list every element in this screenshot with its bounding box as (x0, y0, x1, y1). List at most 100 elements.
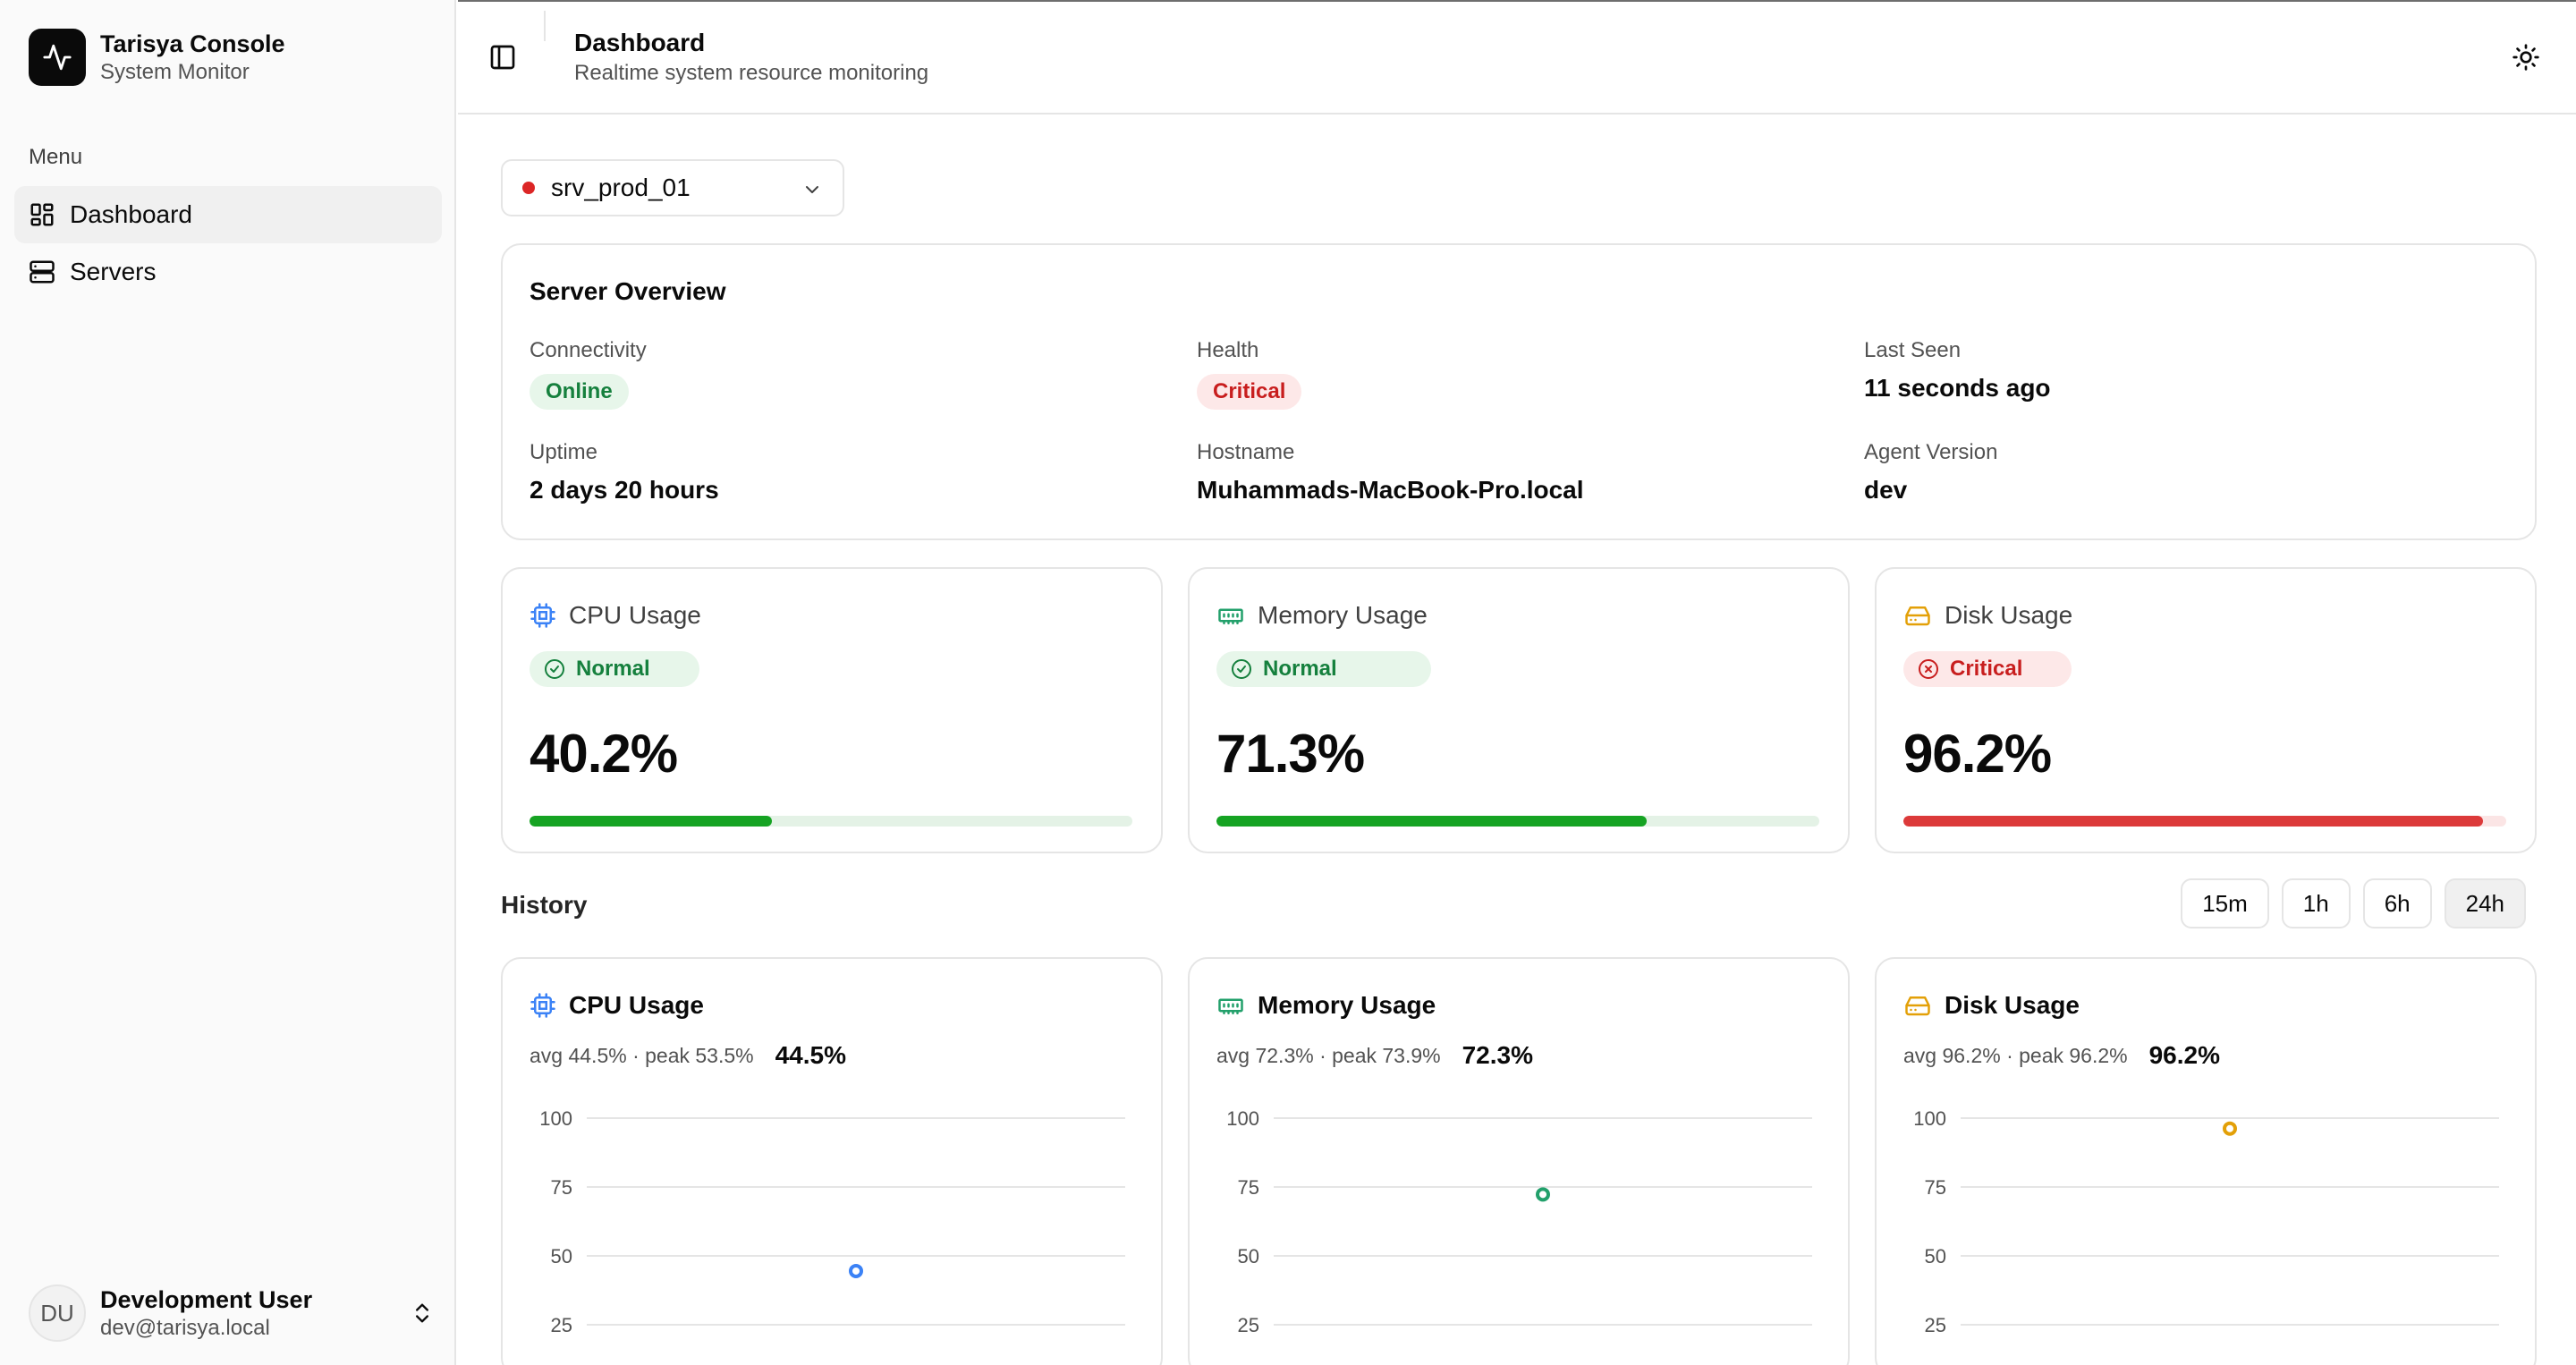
range-button-6h[interactable]: 6h (2362, 878, 2432, 928)
disk-status-badge: Critical (1903, 651, 2072, 687)
menu-label: Menu (29, 145, 83, 169)
activity-icon (29, 29, 86, 86)
y-tick-label: 50 (1925, 1245, 1946, 1268)
uptime-value: 2 days 20 hours (530, 476, 719, 504)
y-tick-label: 75 (1238, 1176, 1259, 1199)
range-button-24h[interactable]: 24h (2444, 878, 2526, 928)
memory-icon (1218, 608, 1243, 624)
uptime-label: Uptime (530, 440, 598, 464)
memory-history-chart: 100 75 50 25 (1226, 1107, 1812, 1336)
page-title: Dashboard (574, 29, 706, 56)
check-circle-icon (1232, 659, 1251, 679)
sun-icon[interactable] (2512, 43, 2540, 72)
memory-history-card: Memory Usage avg 72.3% · peak 73.9% 72.3… (1188, 957, 1850, 1365)
memory-history-current: 72.3% (1462, 1041, 1534, 1069)
server-select[interactable]: srv_prod_01 (501, 159, 844, 216)
last-seen-label: Last Seen (1864, 338, 1962, 362)
brand-subtitle: System Monitor (100, 60, 250, 84)
memory-status-text: Normal (1263, 657, 1337, 681)
y-tick-label: 25 (1238, 1314, 1259, 1336)
y-tick-label: 75 (1925, 1176, 1946, 1199)
memory-usage-value: 71.3% (1216, 724, 1365, 784)
agent-version-label: Agent Version (1864, 440, 1998, 464)
memory-progress-bar (1216, 816, 1819, 827)
memory-status-badge: Normal (1216, 651, 1431, 687)
disk-usage-card: Disk Usage Critical 96.2% (1875, 567, 2537, 853)
memory-usage-card: Memory Usage Normal 71.3% (1188, 567, 1850, 853)
hard-drive-icon (1905, 996, 1930, 1016)
user-name: Development User (100, 1286, 313, 1313)
sidebar-item-servers[interactable]: Servers (14, 243, 442, 301)
server-status-dot (522, 182, 535, 194)
cpu-progress-fill (530, 816, 772, 827)
connectivity-field: Connectivity Online (530, 338, 1156, 410)
connectivity-label: Connectivity (530, 338, 647, 362)
sidebar-toggle-icon[interactable] (488, 43, 517, 72)
cpu-history-current: 44.5% (775, 1041, 847, 1069)
health-label: Health (1197, 338, 1259, 362)
disk-history-stats: avg 96.2% · peak 96.2% (1903, 1043, 2128, 1067)
x-circle-icon (1919, 659, 1938, 679)
memory-history-label: Memory Usage (1258, 991, 1436, 1019)
cpu-usage-label: CPU Usage (569, 601, 701, 629)
data-point[interactable] (2223, 1121, 2237, 1136)
server-overview-card: Server Overview Connectivity Online Heal… (501, 243, 2537, 540)
user-menu[interactable]: DU Development User dev@tarisya.local (29, 1281, 435, 1345)
y-tick-label: 50 (551, 1245, 572, 1268)
top-header: Dashboard Realtime system resource monit… (458, 0, 2576, 114)
agent-version-value: dev (1864, 476, 1908, 504)
health-field: Health Critical (1197, 338, 1823, 410)
y-tick-label: 25 (551, 1314, 572, 1336)
agent-version-field: Agent Version dev (1864, 440, 2490, 504)
cpu-history-chart: 100 75 50 25 (539, 1107, 1125, 1336)
range-button-15m[interactable]: 15m (2181, 878, 2269, 928)
y-tick-label: 100 (1226, 1107, 1259, 1130)
disk-history-label: Disk Usage (1945, 991, 2080, 1019)
dashboard-icon (30, 203, 54, 226)
header-divider (544, 11, 546, 41)
cpu-icon (530, 993, 555, 1018)
last-seen-value: 11 seconds ago (1864, 374, 2051, 402)
data-point[interactable] (1536, 1187, 1550, 1202)
disk-history-current: 96.2% (2148, 1041, 2221, 1069)
hostname-value: Muhammads-MacBook-Pro.local (1197, 476, 1584, 504)
cpu-history-card: CPU Usage avg 44.5% · peak 53.5% 44.5% 1… (501, 957, 1163, 1365)
cpu-usage-value: 40.2% (530, 724, 678, 784)
uptime-field: Uptime 2 days 20 hours (530, 440, 1156, 504)
disk-progress-bar (1903, 816, 2506, 827)
hard-drive-icon (1905, 606, 1930, 626)
memory-icon (1218, 998, 1243, 1014)
disk-usage-label: Disk Usage (1945, 601, 2073, 629)
sidebar-item-dashboard[interactable]: Dashboard (14, 186, 442, 243)
history-title: History (501, 891, 588, 919)
y-tick-label: 100 (1913, 1107, 1946, 1130)
disk-history-chart: 100 75 50 25 (1913, 1107, 2499, 1336)
brand-title: Tarisya Console (100, 30, 285, 57)
memory-history-stats: avg 72.3% · peak 73.9% (1216, 1043, 1441, 1067)
y-tick-label: 25 (1925, 1314, 1946, 1336)
overview-title: Server Overview (530, 277, 726, 305)
disk-status-text: Critical (1950, 657, 2023, 681)
connectivity-badge: Online (530, 374, 629, 410)
y-tick-label: 75 (551, 1176, 572, 1199)
memory-usage-label: Memory Usage (1258, 601, 1428, 629)
disk-progress-fill (1903, 816, 2484, 827)
time-range-selector: 15m 1h 6h 24h (2168, 878, 2526, 928)
cpu-icon (530, 603, 555, 628)
brand[interactable]: Tarisya Console System Monitor (29, 29, 285, 86)
range-button-1h[interactable]: 1h (2281, 878, 2351, 928)
cpu-status-text: Normal (576, 657, 650, 681)
cpu-history-stats: avg 44.5% · peak 53.5% (530, 1043, 754, 1067)
y-tick-label: 100 (539, 1107, 572, 1130)
last-seen-field: Last Seen 11 seconds ago (1864, 338, 2490, 403)
sidebar-item-label: Servers (70, 258, 157, 285)
cpu-status-badge: Normal (530, 651, 699, 687)
chevrons-up-down-icon[interactable] (410, 1301, 435, 1326)
page-subtitle: Realtime system resource monitoring (574, 61, 929, 85)
data-point[interactable] (849, 1263, 863, 1278)
y-tick-label: 50 (1238, 1245, 1259, 1268)
server-select-value: srv_prod_01 (551, 174, 691, 201)
hostname-label: Hostname (1197, 440, 1295, 464)
cpu-progress-bar (530, 816, 1132, 827)
server-icon (30, 260, 55, 284)
